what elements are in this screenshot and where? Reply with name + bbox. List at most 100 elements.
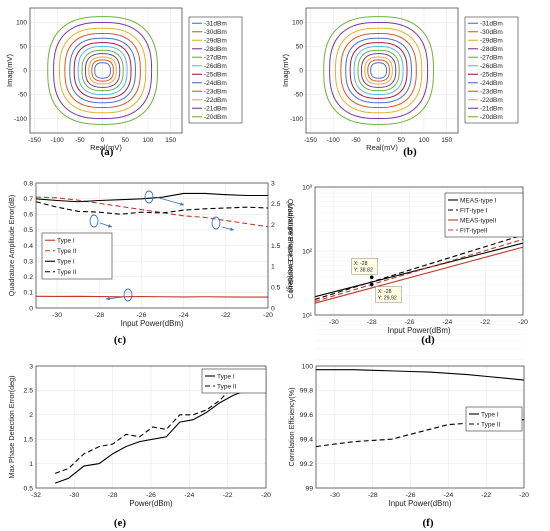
y-tick-label: 100 <box>16 20 27 27</box>
legend-entry: Type II <box>217 383 237 390</box>
y-tick-label: 10³ <box>302 184 313 191</box>
x-tick-label: -22 <box>480 319 490 326</box>
y-axis-label: Imag(mV) <box>281 54 290 87</box>
datatip-y: Y: 29.92 <box>378 296 397 302</box>
contour--25dBm <box>349 42 408 99</box>
legend-entry: Type I <box>57 238 75 245</box>
y-tick-label: -50 <box>294 92 304 99</box>
x-axis-label: Real(mV) <box>366 143 398 152</box>
x-tick-label: -22 <box>221 312 231 319</box>
legend-b <box>464 16 519 124</box>
y-tick-label: 0.3 <box>24 258 34 265</box>
y-tick-label: 100 <box>292 20 303 27</box>
plot-area-c <box>35 182 269 309</box>
contour--24dBm <box>69 37 136 104</box>
series-line-Type I <box>35 295 268 298</box>
contour--22dBm <box>58 27 147 114</box>
legend-e <box>201 368 267 394</box>
y-tick-label: 1 <box>29 461 33 468</box>
y-tick-label: 0 <box>23 68 27 75</box>
datatip-marker <box>369 275 374 280</box>
contour--21dBm <box>53 21 153 120</box>
plot-area-a <box>29 7 183 134</box>
plot-area-f <box>315 365 525 489</box>
x-tick-label: -22 <box>223 492 233 499</box>
y-tick-label: 0 <box>299 68 303 75</box>
y-right-tick-label: 2.5 <box>271 201 281 208</box>
x-tick-label: -50 <box>351 137 361 144</box>
x-tick-label: -100 <box>51 137 64 144</box>
legend-entry: -29dBm <box>204 38 227 45</box>
datatip-y: Y: 38.82 <box>354 267 373 273</box>
contour--24dBm <box>345 37 412 104</box>
legend-entry: -24dBm <box>480 80 503 87</box>
plot-area-b <box>305 7 459 134</box>
y-tick-label: 0.5 <box>24 485 34 492</box>
legend-entry: -28dBm <box>204 46 227 53</box>
y-right-tick-label: 2 <box>271 222 275 229</box>
y-tick-label: 0.5 <box>24 227 34 234</box>
x-tick-label: -26 <box>406 492 416 499</box>
series-line-FIT-typeII <box>314 238 524 302</box>
y-tick-label: 99.8 <box>300 388 313 395</box>
series-line-Type I <box>316 369 525 381</box>
x-tick-label: -28 <box>94 312 104 319</box>
axis-indicator-ellipse <box>211 216 221 230</box>
legend-entry: MEAS-type I <box>460 197 497 204</box>
legend-entry: -22dBm <box>204 97 227 104</box>
x-tick-label: 150 <box>441 137 452 144</box>
contour--23dBm <box>64 33 141 108</box>
plot-area-d <box>314 186 524 316</box>
y-axis-label: Quadrature Amplitude Error(dB) <box>7 195 16 296</box>
y-tick-label: 0.1 <box>24 290 34 297</box>
y-right-tick-label: 1 <box>271 264 275 271</box>
contour--23dBm <box>340 33 417 108</box>
y-right-tick-label: 1.5 <box>271 243 281 250</box>
x-tick-label: -26 <box>137 312 147 319</box>
panel-label: (f) <box>423 517 434 529</box>
contour--31dBm <box>370 62 387 79</box>
x-tick-label: -30 <box>329 319 339 326</box>
y-tick-label: 100 <box>302 363 314 370</box>
legend-entry: -22dBm <box>480 97 503 104</box>
axis-indicator-arrowhead <box>180 202 184 206</box>
axis-indicator-arrow <box>155 196 185 206</box>
contour--29dBm <box>364 56 393 85</box>
x-tick-label: 150 <box>165 137 176 144</box>
x-tick-label: -30 <box>52 312 62 319</box>
legend-f <box>465 406 523 432</box>
series-line-Type II <box>35 196 269 228</box>
y-tick-label: 50 <box>20 44 28 51</box>
legend-entry: -23dBm <box>204 89 227 96</box>
contour--28dBm <box>84 53 121 88</box>
contour--21dBm <box>329 21 429 120</box>
legend-entry: Type II <box>57 248 77 255</box>
x-axis-label: Input Power(dBm) <box>389 499 452 508</box>
axis-indicator-ellipse <box>123 288 133 302</box>
series-line-Type I <box>54 382 267 484</box>
panel-label: (b) <box>403 146 417 158</box>
plot-area-e <box>35 365 267 489</box>
legend-entry: Type I <box>57 259 75 266</box>
axis-indicator-ellipse <box>89 214 99 228</box>
datatip-x: X: -28 <box>354 261 368 267</box>
axis-indicator-arrowhead <box>230 227 234 231</box>
contour--31dBm <box>94 62 111 79</box>
x-tick-label: 100 <box>143 137 154 144</box>
x-tick-label: -20 <box>518 319 528 326</box>
series-line-Type II <box>35 201 269 215</box>
x-tick-label: -24 <box>184 492 194 499</box>
x-tick-label: -22 <box>481 492 491 499</box>
legend-entry: -27dBm <box>480 55 503 62</box>
x-tick-label: -24 <box>179 312 189 319</box>
y-tick-label: 0.7 <box>24 196 34 203</box>
y-tick-label: 99.6 <box>300 412 313 419</box>
x-tick-label: -50 <box>75 137 85 144</box>
x-tick-label: -30 <box>69 492 79 499</box>
x-tick-label: -28 <box>108 492 118 499</box>
legend-entry: -20dBm <box>480 114 503 121</box>
series-line-Type I <box>35 192 268 203</box>
y-axis-label: Correlation Efficiency(%) <box>287 388 296 467</box>
contour--22dBm <box>334 27 423 114</box>
